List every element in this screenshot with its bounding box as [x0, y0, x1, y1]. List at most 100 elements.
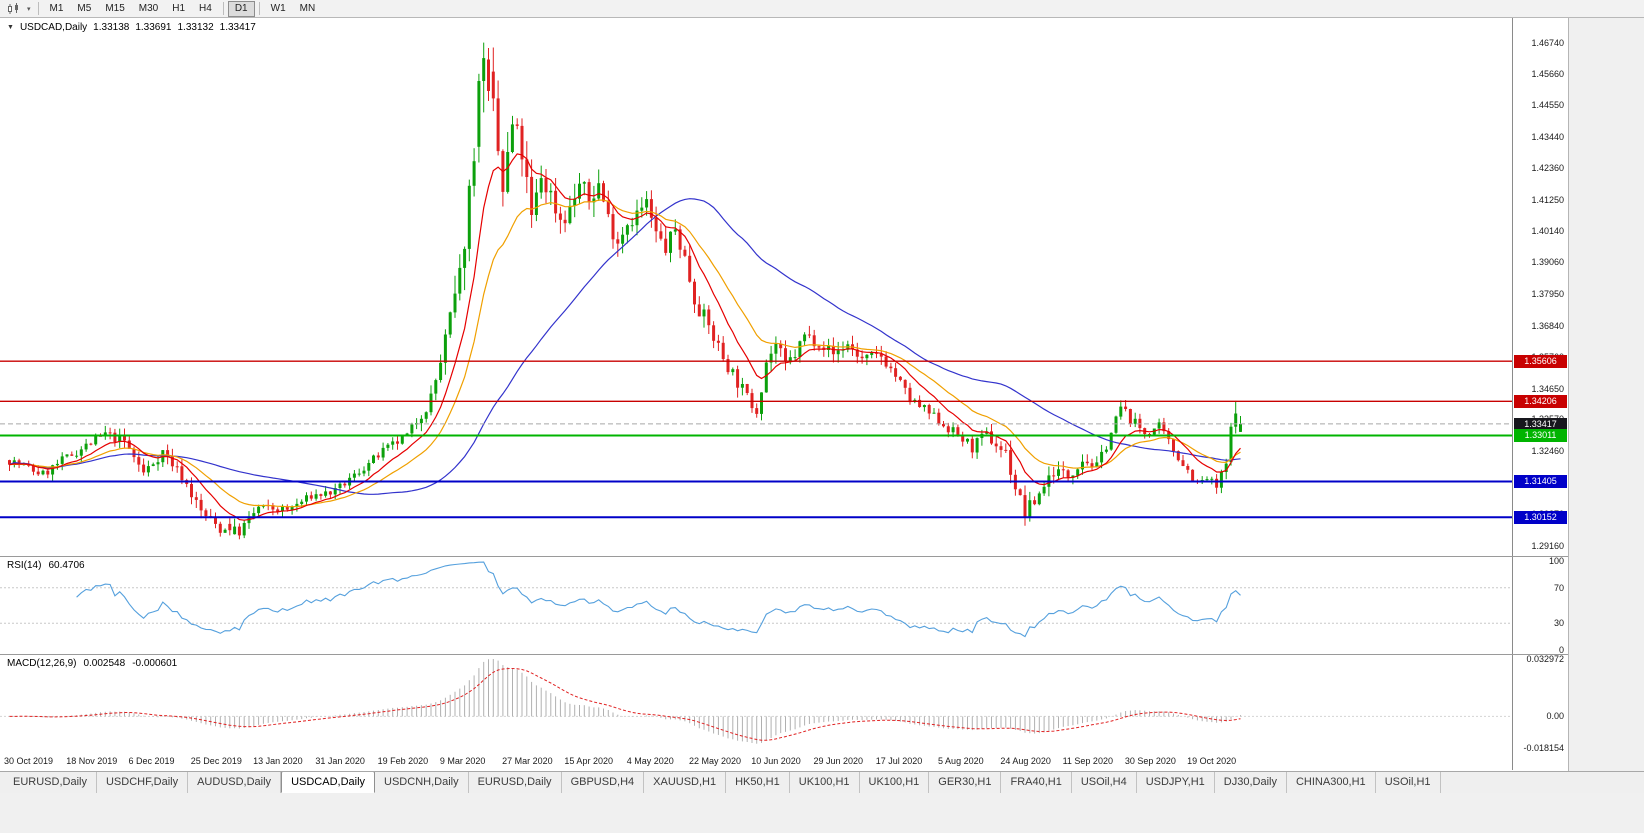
- timeframe-h1[interactable]: H1: [165, 1, 192, 17]
- price-axis[interactable]: 1.46740 1.45660 1.44550 1.43440 1.42360 1.412…: [1512, 18, 1568, 770]
- tab-ger30-h1[interactable]: GER30,H1: [929, 772, 1002, 793]
- date-tick-label: 6 Dec 2019: [128, 756, 175, 766]
- date-tick-label: 9 Mar 2020: [439, 756, 486, 766]
- date-tick-label: 19 Feb 2020: [377, 756, 429, 766]
- timeframe-m5[interactable]: M5: [70, 1, 98, 17]
- support-price-flag: 1.31405: [1514, 475, 1567, 489]
- tab-audusd-daily[interactable]: AUDUSD,Daily: [188, 772, 282, 793]
- tab-gbpusd-h4[interactable]: GBPUSD,H4: [562, 772, 645, 793]
- tab-hk50-h1[interactable]: HK50,H1: [726, 772, 790, 793]
- timeframe-buttons: M1 M5 M15 M30 H1 H4 D1 W1 MN: [43, 0, 323, 17]
- date-tick-label: 31 Jan 2020: [315, 756, 365, 766]
- price-tick: 1.34650: [1531, 383, 1564, 394]
- toolbar-separator: [258, 2, 260, 15]
- tab-usdcad-daily[interactable]: USDCAD,Daily: [281, 772, 376, 793]
- resistance-price-flag: 1.34206: [1514, 395, 1567, 409]
- macd-panel: MACD(12,26,9) 0.002548 -0.000601: [0, 655, 1512, 752]
- tab-uk100-h1[interactable]: UK100,H1: [860, 772, 930, 793]
- price-tick: 1.42360: [1531, 162, 1564, 173]
- chart-type-icon[interactable]: [4, 1, 24, 17]
- chart-tabs: EURUSD,Daily USDCHF,Daily AUDUSD,Daily USDC…: [0, 771, 1644, 793]
- tab-dj30-daily[interactable]: DJ30,Daily: [1215, 772, 1287, 793]
- symbol-period-label: USDCAD,Daily: [19, 22, 88, 33]
- chart-dropdown-caret-icon[interactable]: ▾: [27, 5, 31, 13]
- tab-eurusd-daily[interactable]: EURUSD,Daily: [469, 772, 562, 793]
- price-tick: 1.39060: [1531, 257, 1564, 268]
- rsi-scale-label: 70: [1553, 582, 1564, 593]
- toolbar-separator: [222, 2, 224, 15]
- price-tick: 1.32460: [1531, 446, 1564, 457]
- quote-close: 1.33417: [219, 22, 256, 33]
- macd-value-signal: -0.000601: [132, 658, 178, 669]
- timeframe-w1[interactable]: W1: [264, 1, 293, 17]
- rsi-plot-container: [0, 557, 1512, 654]
- panel-resize-divider[interactable]: [0, 654, 1568, 655]
- rsi-label: RSI(14) 60.4706: [7, 560, 85, 571]
- price-tick: 1.45660: [1531, 68, 1564, 79]
- current-price-flag: 1.33417: [1514, 417, 1567, 431]
- tab-eurusd-daily[interactable]: EURUSD,Daily: [4, 772, 97, 793]
- price-tick: 1.29160: [1531, 540, 1564, 551]
- date-tick-label: 5 Aug 2020: [938, 756, 984, 766]
- timeframe-h4[interactable]: H4: [192, 1, 219, 17]
- date-tick-label: 19 Oct 2020: [1187, 756, 1237, 766]
- tab-usoil-h1[interactable]: USOil,H1: [1376, 772, 1441, 793]
- date-axis[interactable]: 30 Oct 2019 18 Nov 2019 6 Dec 2019 25 Dec 2…: [0, 753, 1512, 770]
- rsi-scale-label: 30: [1553, 618, 1564, 629]
- date-tick-label: 30 Oct 2019: [4, 756, 54, 766]
- tab-china300-h1[interactable]: CHINA300,H1: [1287, 772, 1376, 793]
- date-tick-label: 10 Jun 2020: [751, 756, 801, 766]
- date-tick-label: 17 Jul 2020: [875, 756, 923, 766]
- rsi-line-plot[interactable]: [0, 557, 1512, 654]
- macd-plot-container: [0, 655, 1512, 752]
- date-tick-label: 29 Jun 2020: [813, 756, 864, 766]
- tab-xauusd-h1[interactable]: XAUUSD,H1: [644, 772, 727, 793]
- main-plot-container: [0, 18, 1512, 556]
- support-price-flag: 1.30152: [1514, 511, 1567, 525]
- macd-histogram-plot[interactable]: [0, 655, 1512, 752]
- macd-label: MACD(12,26,9) 0.002548 -0.000601: [7, 658, 177, 669]
- timeframe-m15[interactable]: M15: [98, 1, 131, 17]
- macd-scale-label: -0.018154: [1523, 743, 1564, 753]
- candlestick-plot[interactable]: [0, 18, 1512, 556]
- macd-name: MACD(12,26,9): [7, 658, 77, 669]
- tab-usoil-h4[interactable]: USOil,H4: [1072, 772, 1137, 793]
- date-tick-label: 13 Jan 2020: [253, 756, 303, 766]
- tab-usdcnh-daily[interactable]: USDCNH,Daily: [375, 772, 469, 793]
- timeframe-toolbar: ▾ M1 M5 M15 M30 H1 H4 D1 W1 MN: [0, 0, 1644, 18]
- rsi-scale-label: 100: [1548, 556, 1564, 566]
- rsi-scale-label: 0: [1558, 645, 1564, 655]
- date-tick-label: 22 May 2020: [688, 756, 742, 766]
- date-tick-label: 4 May 2020: [626, 756, 674, 766]
- price-tick: 1.37950: [1531, 289, 1564, 300]
- right-margin: [1568, 18, 1644, 771]
- date-tick-label: 30 Sep 2020: [1124, 756, 1176, 766]
- timeframe-m1[interactable]: M1: [43, 1, 71, 17]
- macd-scale-label: 0.00: [1546, 711, 1564, 722]
- resistance-price-flag: 1.35606: [1514, 355, 1567, 369]
- tab-usdjpy-h1[interactable]: USDJPY,H1: [1137, 772, 1215, 793]
- tab-uk100-h1[interactable]: UK100,H1: [790, 772, 860, 793]
- timeframe-mn[interactable]: MN: [293, 1, 323, 17]
- collapse-triangle-icon[interactable]: ▼: [7, 24, 14, 31]
- timeframe-m30[interactable]: M30: [132, 1, 165, 17]
- tab-fra40-h1[interactable]: FRA40,H1: [1001, 772, 1072, 793]
- chart-quote-line: ▼ USDCAD,Daily 1.33138 1.33691 1.33132 1…: [7, 22, 256, 33]
- panel-resize-divider[interactable]: [0, 556, 1568, 557]
- price-tick: 1.43440: [1531, 132, 1564, 143]
- macd-value-main: 0.002548: [83, 658, 126, 669]
- timeframe-d1[interactable]: D1: [227, 0, 255, 17]
- rsi-panel: RSI(14) 60.4706: [0, 557, 1512, 654]
- price-tick: 1.44550: [1531, 100, 1564, 111]
- date-tick-label: 11 Sep 2020: [1062, 756, 1113, 766]
- rsi-name: RSI(14): [7, 560, 42, 571]
- date-tick-label: 25 Dec 2019: [190, 756, 242, 766]
- date-tick-label: 27 Mar 2020: [502, 756, 553, 766]
- bottom-margin: [0, 793, 1644, 833]
- tab-usdchf-daily[interactable]: USDCHF,Daily: [97, 772, 189, 793]
- toolbar-separator: [37, 2, 39, 15]
- price-tick: 1.36840: [1531, 320, 1564, 331]
- quote-low: 1.33132: [177, 22, 214, 33]
- rsi-value: 60.4706: [48, 560, 85, 571]
